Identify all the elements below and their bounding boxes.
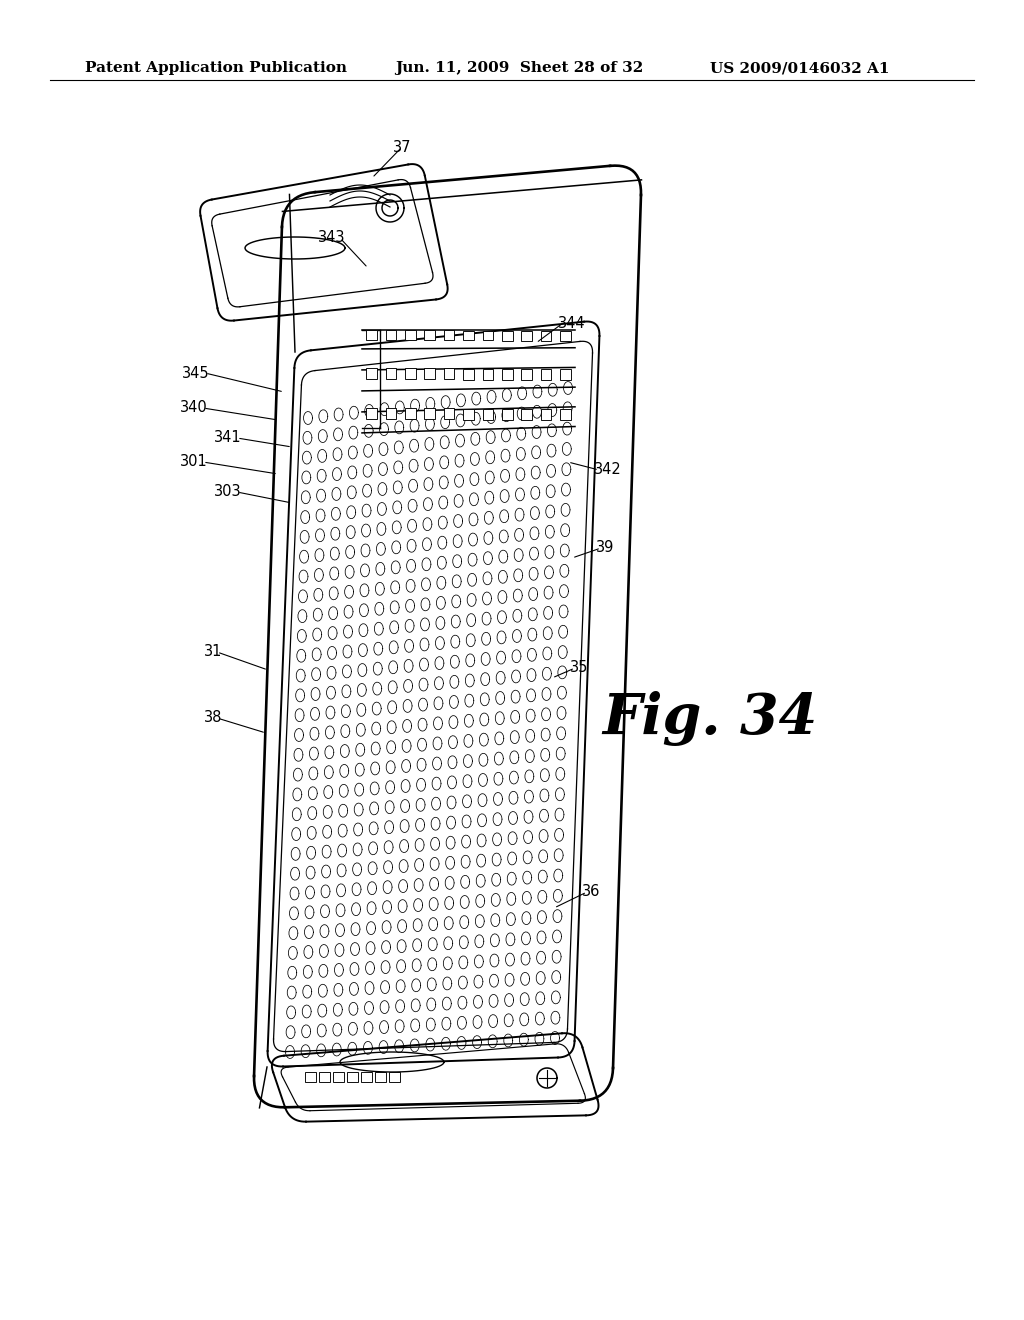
- Bar: [386, 368, 396, 379]
- Bar: [424, 330, 435, 341]
- Bar: [424, 408, 435, 420]
- Bar: [319, 1072, 330, 1082]
- Text: 344: 344: [558, 315, 586, 330]
- Bar: [406, 330, 416, 341]
- Bar: [482, 409, 494, 420]
- Text: 37: 37: [393, 140, 412, 154]
- Bar: [443, 408, 455, 420]
- Bar: [521, 409, 531, 420]
- Bar: [541, 368, 551, 380]
- Bar: [463, 368, 474, 380]
- Bar: [333, 1072, 344, 1082]
- Bar: [541, 331, 551, 341]
- Bar: [502, 331, 513, 341]
- Bar: [541, 409, 551, 420]
- Bar: [361, 1072, 372, 1082]
- Bar: [347, 1072, 358, 1082]
- Bar: [375, 1072, 386, 1082]
- Bar: [406, 408, 416, 420]
- Text: Fig. 34: Fig. 34: [602, 690, 817, 746]
- Bar: [463, 408, 474, 420]
- Bar: [367, 330, 377, 341]
- Text: Patent Application Publication: Patent Application Publication: [85, 61, 347, 75]
- Text: 341: 341: [214, 430, 242, 446]
- Bar: [502, 368, 513, 380]
- Text: 35: 35: [570, 660, 589, 676]
- Bar: [502, 409, 513, 420]
- Bar: [424, 368, 435, 379]
- Bar: [482, 330, 494, 341]
- Text: 345: 345: [182, 366, 210, 380]
- Text: 340: 340: [180, 400, 208, 416]
- Bar: [463, 330, 474, 341]
- Bar: [443, 330, 455, 341]
- Text: 343: 343: [317, 231, 345, 246]
- Text: 31: 31: [204, 644, 222, 660]
- Bar: [521, 368, 531, 380]
- Bar: [389, 1072, 400, 1082]
- Bar: [367, 368, 377, 379]
- Text: 39: 39: [596, 540, 614, 556]
- Bar: [521, 331, 531, 341]
- Bar: [406, 368, 416, 379]
- Bar: [443, 368, 455, 379]
- Bar: [482, 368, 494, 380]
- Bar: [560, 370, 570, 380]
- Text: 303: 303: [214, 484, 242, 499]
- Text: Jun. 11, 2009  Sheet 28 of 32: Jun. 11, 2009 Sheet 28 of 32: [395, 61, 643, 75]
- Text: 38: 38: [204, 710, 222, 726]
- Bar: [386, 408, 396, 420]
- Bar: [560, 409, 570, 420]
- Text: US 2009/0146032 A1: US 2009/0146032 A1: [710, 61, 890, 75]
- Bar: [305, 1072, 316, 1082]
- Text: 36: 36: [582, 884, 600, 899]
- Text: 342: 342: [594, 462, 622, 478]
- Bar: [560, 331, 570, 341]
- Bar: [367, 408, 377, 418]
- Bar: [386, 330, 396, 341]
- Text: 301: 301: [180, 454, 208, 470]
